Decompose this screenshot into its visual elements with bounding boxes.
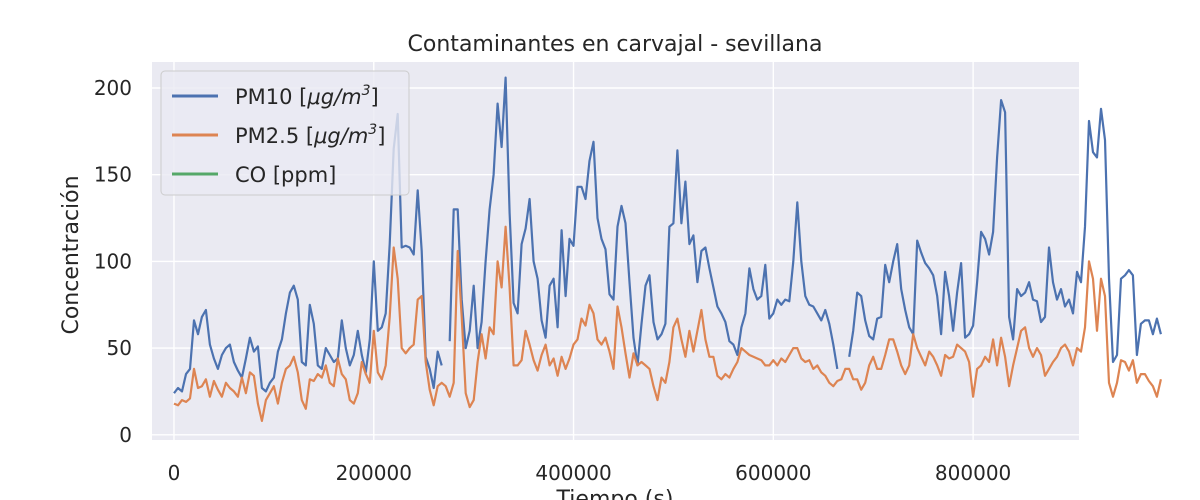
legend-label-pm10: PM10 [μg/m3] <box>235 83 379 109</box>
y-tick-label: 200 <box>94 76 132 100</box>
chart-title: Contaminantes en carvajal - sevillana <box>408 32 823 57</box>
tick-labels: 0 200000 400000 600000 800000 0 50 100 150 200 <box>94 76 1011 485</box>
x-tick-label: 200000 <box>336 461 412 485</box>
x-tick-label: 600000 <box>735 461 811 485</box>
legend: PM10 [μg/m3] PM2.5 [μg/m3] CO [ppm] <box>160 70 410 196</box>
y-axis-label: Concentración <box>59 175 84 334</box>
series-line-pm25 <box>173 225 1162 422</box>
x-axis-label: Tiempo (s) <box>556 487 674 500</box>
legend-label-pm25: PM2.5 [μg/m3] <box>235 122 385 148</box>
x-tick-label: 800000 <box>935 461 1011 485</box>
y-tick-label: 0 <box>119 423 132 447</box>
legend-item-co: CO [ppm] <box>172 163 336 187</box>
legend-item-pm25: PM2.5 [μg/m3] <box>172 122 385 148</box>
legend-box <box>160 70 410 196</box>
y-tick-label: 100 <box>94 249 132 273</box>
legend-label-co: CO [ppm] <box>235 163 336 187</box>
x-tick-label: 0 <box>168 461 181 485</box>
legend-item-pm10: PM10 [μg/m3] <box>172 83 379 109</box>
y-tick-label: 50 <box>107 336 132 360</box>
y-tick-label: 150 <box>94 163 132 187</box>
x-tick-label: 400000 <box>535 461 611 485</box>
